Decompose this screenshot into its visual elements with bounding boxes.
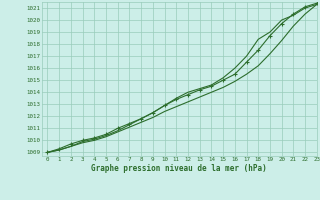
X-axis label: Graphe pression niveau de la mer (hPa): Graphe pression niveau de la mer (hPa) — [91, 164, 267, 173]
